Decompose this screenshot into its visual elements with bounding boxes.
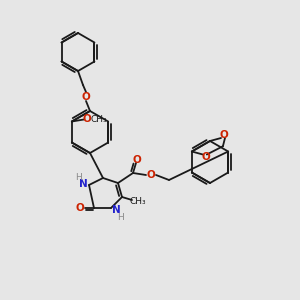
Text: H: H	[117, 212, 123, 221]
Text: O: O	[82, 92, 90, 102]
Text: O: O	[147, 170, 155, 180]
Text: O: O	[82, 115, 91, 124]
Text: CH₃: CH₃	[130, 197, 146, 206]
Text: N: N	[79, 179, 87, 189]
Text: H: H	[75, 173, 81, 182]
Text: N: N	[112, 205, 120, 215]
Text: CH₃: CH₃	[91, 115, 107, 124]
Text: O: O	[133, 155, 141, 165]
Text: O: O	[76, 203, 84, 213]
Text: O: O	[201, 152, 210, 163]
Text: O: O	[220, 130, 228, 140]
